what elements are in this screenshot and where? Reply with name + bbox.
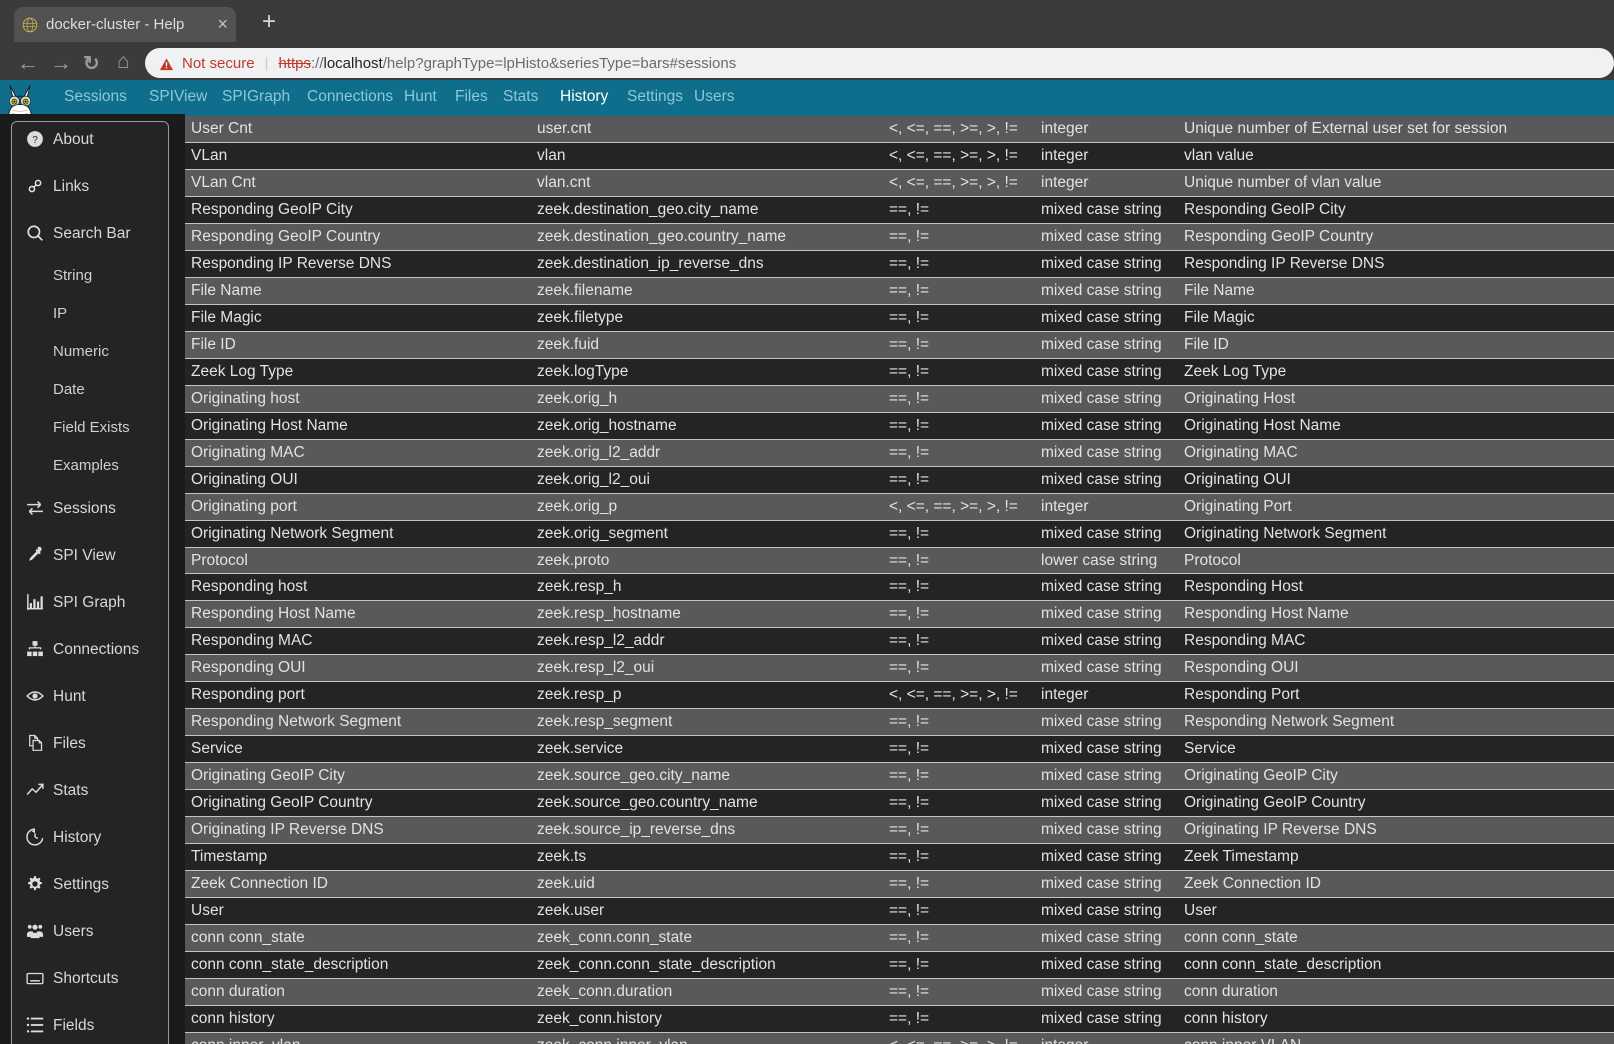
svg-text:?: ?	[32, 135, 38, 146]
